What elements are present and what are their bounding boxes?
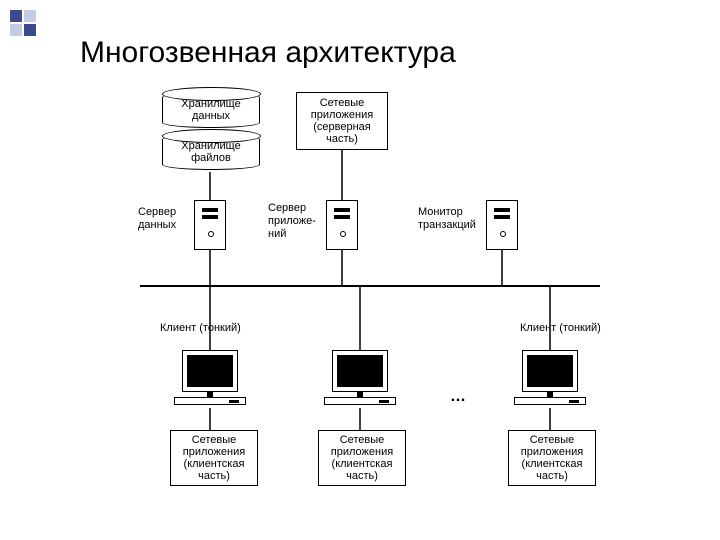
client-box-3: Сетевые приложения (клиентская часть) [508,430,596,486]
ellipsis: … [450,388,466,406]
client-box-1-label: Сетевые приложения (клиентская часть) [183,434,245,482]
storage-data-cylinder: Хранилище данных [162,92,260,128]
client-label-left: Клиент (тонкий) [160,322,241,334]
client-box-2-label: Сетевые приложения (клиентская часть) [331,434,393,482]
storage-files-label: Хранилище файлов [181,140,240,164]
server-tx-label: Монитор транзакций [418,206,476,232]
server-data-icon [194,200,226,250]
page-title: Многозвенная архитектура [80,36,456,70]
server-tx-icon [486,200,518,250]
client-box-1: Сетевые приложения (клиентская часть) [170,430,258,486]
server-app-icon [326,200,358,250]
architecture-diagram: Хранилище данных Хранилище файлов Сетевы… [60,90,660,520]
server-data-label: Сервер данных [138,206,176,232]
server-app-label: Сервер приложе- ний [268,202,316,242]
storage-files-cylinder: Хранилище файлов [162,134,260,170]
logo-icon [10,10,36,36]
client-label-right: Клиент (тонкий) [520,322,601,334]
storage-data-label: Хранилище данных [181,98,240,122]
client-monitor-1 [172,350,247,405]
netapp-server-box: Сетевые приложения (серверная часть) [296,92,388,150]
client-box-3-label: Сетевые приложения (клиентская часть) [521,434,583,482]
client-box-2: Сетевые приложения (клиентская часть) [318,430,406,486]
client-monitor-2 [322,350,397,405]
client-monitor-3 [512,350,587,405]
netapp-server-label: Сетевые приложения (серверная часть) [311,97,373,145]
